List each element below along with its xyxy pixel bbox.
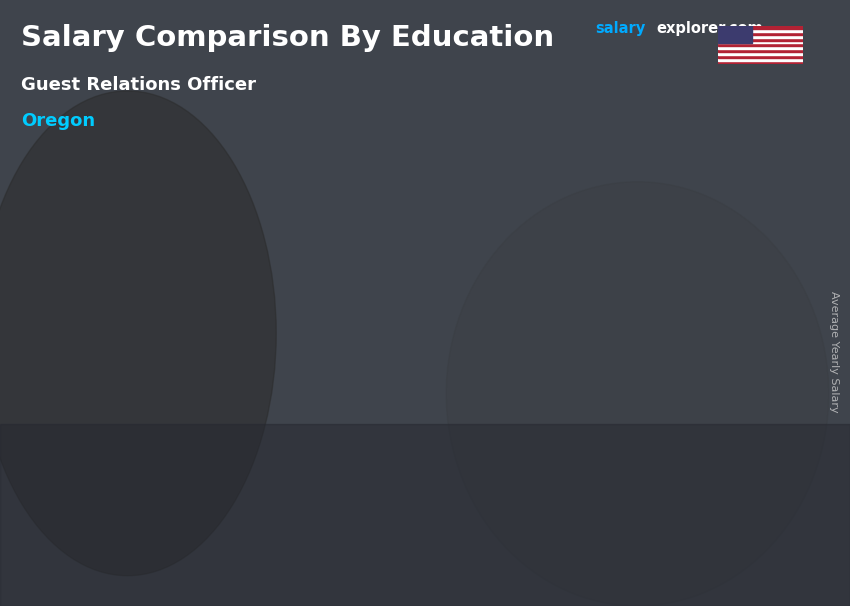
Bar: [718, 26, 752, 44]
Text: explorer.com: explorer.com: [656, 21, 763, 36]
Polygon shape: [656, 250, 669, 527]
Text: Oregon: Oregon: [21, 112, 95, 130]
Bar: [718, 61, 803, 64]
Polygon shape: [348, 312, 445, 314]
Text: salary: salary: [595, 21, 645, 36]
Bar: [718, 32, 803, 35]
Bar: [0, 424, 850, 606]
Text: Guest Relations Officer: Guest Relations Officer: [21, 76, 256, 94]
Bar: [718, 46, 803, 49]
Bar: [718, 29, 803, 32]
Bar: [718, 52, 803, 55]
Bar: [718, 35, 803, 38]
Bar: [718, 41, 803, 44]
Bar: [718, 26, 803, 29]
Text: 40,900 USD: 40,900 USD: [568, 231, 672, 246]
Polygon shape: [571, 250, 669, 253]
Bar: [571, 253, 656, 527]
Text: +37%: +37%: [237, 235, 318, 258]
Bar: [718, 44, 803, 46]
Text: 31,800 USD: 31,800 USD: [343, 293, 449, 307]
Polygon shape: [123, 370, 221, 371]
Bar: [718, 55, 803, 58]
Polygon shape: [208, 370, 221, 527]
Polygon shape: [433, 312, 445, 527]
Bar: [123, 371, 208, 527]
Text: Average Yearly Salary: Average Yearly Salary: [829, 291, 839, 412]
Bar: [718, 49, 803, 52]
Bar: [718, 58, 803, 61]
Text: 23,200 USD: 23,200 USD: [119, 351, 224, 365]
Ellipse shape: [0, 91, 276, 576]
Text: Salary Comparison By Education: Salary Comparison By Education: [21, 24, 554, 52]
Bar: [718, 38, 803, 41]
Text: +29%: +29%: [462, 173, 542, 197]
Bar: [348, 314, 433, 527]
Ellipse shape: [446, 182, 829, 606]
